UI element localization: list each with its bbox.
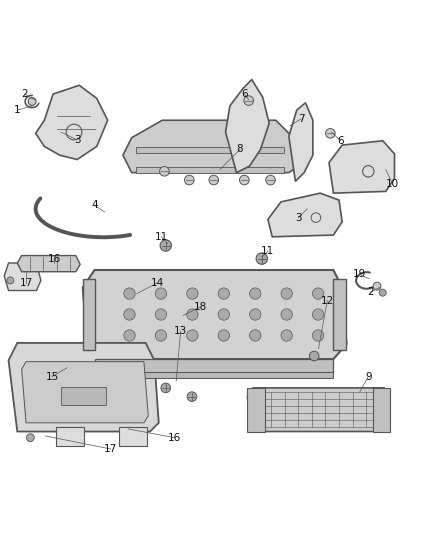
Polygon shape: [83, 270, 346, 359]
Circle shape: [155, 330, 166, 341]
Circle shape: [187, 330, 198, 341]
Bar: [56, 427, 84, 446]
Text: 8: 8: [237, 144, 243, 155]
Circle shape: [312, 309, 324, 320]
Circle shape: [240, 175, 249, 185]
Circle shape: [244, 96, 254, 106]
Text: 4: 4: [91, 200, 98, 211]
Circle shape: [187, 309, 198, 320]
Polygon shape: [4, 263, 41, 290]
Circle shape: [281, 330, 292, 341]
Circle shape: [160, 240, 171, 251]
Polygon shape: [35, 85, 108, 159]
Text: 19: 19: [353, 269, 366, 279]
Polygon shape: [329, 141, 395, 193]
Circle shape: [161, 383, 170, 393]
Circle shape: [312, 288, 324, 299]
Polygon shape: [373, 388, 390, 432]
Text: 6: 6: [337, 136, 344, 146]
Polygon shape: [247, 388, 390, 432]
Polygon shape: [123, 120, 302, 173]
Circle shape: [312, 330, 324, 341]
Bar: [119, 427, 147, 446]
Circle shape: [124, 309, 135, 320]
Circle shape: [218, 330, 230, 341]
Polygon shape: [247, 388, 265, 432]
Circle shape: [28, 98, 36, 106]
Text: 2: 2: [367, 287, 374, 297]
Text: 16: 16: [168, 433, 181, 442]
Polygon shape: [95, 359, 333, 374]
Circle shape: [218, 288, 230, 299]
Circle shape: [281, 309, 292, 320]
Circle shape: [187, 392, 197, 401]
Circle shape: [159, 166, 169, 176]
Circle shape: [184, 175, 194, 185]
Text: 16: 16: [47, 254, 60, 264]
Circle shape: [250, 288, 261, 299]
Circle shape: [373, 282, 381, 290]
Circle shape: [379, 289, 386, 296]
Polygon shape: [136, 167, 285, 173]
Text: 9: 9: [365, 372, 371, 382]
Polygon shape: [289, 103, 313, 181]
Text: 1: 1: [14, 105, 21, 115]
Polygon shape: [17, 256, 80, 272]
Polygon shape: [136, 147, 285, 153]
Text: 12: 12: [321, 296, 334, 305]
Circle shape: [26, 434, 34, 441]
Text: 3: 3: [295, 213, 302, 223]
Text: 3: 3: [74, 135, 81, 145]
Text: 2: 2: [21, 89, 28, 99]
Polygon shape: [226, 79, 269, 173]
Circle shape: [124, 288, 135, 299]
Circle shape: [155, 288, 166, 299]
Text: 18: 18: [194, 302, 207, 312]
Text: 7: 7: [298, 114, 304, 124]
Circle shape: [7, 277, 14, 284]
Circle shape: [187, 288, 198, 299]
Circle shape: [281, 288, 292, 299]
Polygon shape: [95, 372, 333, 378]
Circle shape: [218, 309, 230, 320]
Text: 10: 10: [386, 180, 399, 189]
Polygon shape: [83, 279, 95, 350]
Polygon shape: [268, 193, 342, 237]
Text: 11: 11: [155, 232, 168, 242]
Circle shape: [124, 330, 135, 341]
Circle shape: [325, 128, 335, 138]
Polygon shape: [9, 343, 159, 432]
Text: 6: 6: [241, 89, 247, 99]
Circle shape: [309, 351, 319, 361]
Text: 13: 13: [174, 326, 187, 336]
Polygon shape: [333, 279, 346, 350]
Circle shape: [209, 175, 219, 185]
Circle shape: [155, 309, 166, 320]
Text: 15: 15: [46, 372, 59, 382]
Circle shape: [250, 309, 261, 320]
Polygon shape: [21, 362, 148, 423]
Circle shape: [256, 253, 268, 264]
Polygon shape: [61, 386, 106, 405]
Text: 17: 17: [19, 278, 33, 288]
Text: 14: 14: [150, 278, 164, 288]
Text: 17: 17: [104, 444, 117, 454]
Circle shape: [266, 175, 276, 185]
Circle shape: [250, 330, 261, 341]
Text: 11: 11: [261, 246, 275, 256]
